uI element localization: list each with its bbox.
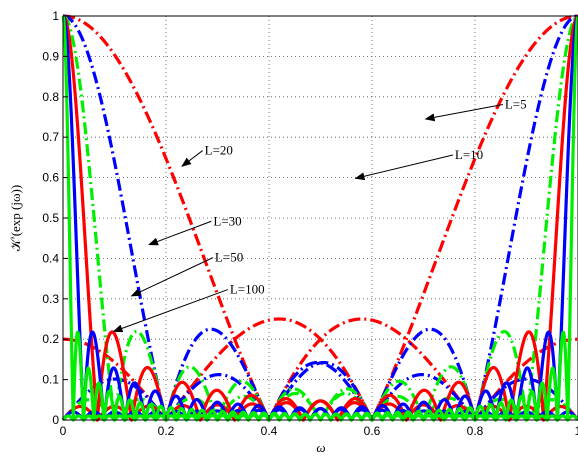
annotations: L=5 L=10 L=20 L=30 L=50 L=100 — [112, 97, 527, 333]
annotation-label: L=30 — [213, 213, 241, 228]
y-axis-label: 𝒦′(exp (jω)) — [8, 185, 23, 251]
x-tick-label: 1 — [575, 424, 578, 438]
annotation-label: L=100 — [230, 282, 265, 297]
annotation-arrow — [112, 289, 229, 333]
y-tick-label: 0.9 — [42, 49, 59, 63]
annotation-arrow — [354, 154, 454, 181]
annotation-label: L=50 — [215, 250, 243, 265]
y-tick-label: 0.1 — [42, 373, 59, 387]
y-tick-label: 0.6 — [42, 171, 59, 185]
series-line-L100 — [61, 15, 578, 422]
tick-labels: 0 0.2 0.4 0.6 0.8 1 0 0.1 0.2 0.3 0.4 0.5 0.6 0.7 0.8 0… — [42, 9, 578, 438]
series-line-L10-mirror — [61, 14, 578, 422]
y-tick-label: 0 — [52, 413, 59, 427]
y-tick-label: 0.5 — [42, 211, 59, 225]
series-line-L5 — [61, 14, 578, 422]
y-tick-label: 0.7 — [42, 130, 59, 144]
series-line-L10 — [61, 14, 578, 422]
y-tick-label: 0.3 — [42, 292, 59, 306]
x-tick-label: 0.4 — [261, 424, 278, 438]
x-tick-label: 0.6 — [364, 424, 381, 438]
series-line-L30 — [61, 14, 578, 422]
series-line-L100-mirror — [61, 15, 578, 422]
x-axis-label: ω — [316, 440, 325, 455]
y-tick-label: 0.2 — [42, 332, 59, 346]
annotation-label: L=5 — [505, 97, 527, 112]
annotation-arrow — [130, 257, 214, 297]
annotation-arrow — [424, 104, 503, 122]
series-line-L50 — [61, 14, 578, 422]
y-tick-label: 1 — [52, 9, 59, 23]
x-tick-label: 0 — [60, 424, 67, 438]
axes-box — [62, 15, 578, 421]
plot-frame — [62, 15, 578, 421]
y-tick-label: 0.4 — [42, 251, 59, 265]
series-line-L30-mirror — [61, 14, 578, 422]
y-tick-label: 0.8 — [42, 90, 59, 104]
annotation-label: L=10 — [455, 147, 483, 162]
x-tick-label: 0.8 — [467, 424, 484, 438]
series-layer — [61, 14, 578, 422]
x-tick-label: 0.2 — [158, 424, 175, 438]
annotation-label: L=20 — [205, 143, 233, 158]
series-line-L20-mirror — [61, 14, 578, 422]
grid — [63, 16, 578, 420]
annotation-arrow — [181, 150, 203, 167]
series-line-L50-mirror — [61, 14, 578, 422]
annotation-arrow — [148, 220, 212, 246]
series-line-L5-mirror — [61, 14, 578, 422]
series-line-L20 — [61, 14, 578, 422]
